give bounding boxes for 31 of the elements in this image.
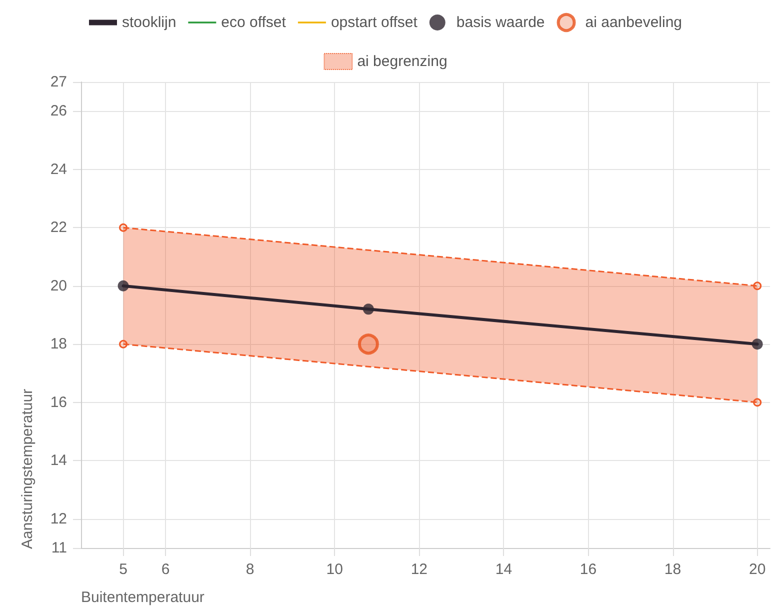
x-tick-label: 8	[246, 561, 254, 578]
legend-label: ai begrenzing	[357, 53, 448, 70]
point	[362, 304, 374, 315]
legend-label: ai aanbeveling	[585, 14, 682, 31]
x-tick-label: 10	[326, 561, 343, 578]
legend-label: eco offset	[221, 14, 287, 31]
y-tick-label: 20	[50, 277, 67, 294]
y-tick-label: 12	[50, 510, 67, 528]
y-axis-title: Aansturingstemperatuur	[19, 388, 36, 549]
point	[752, 338, 763, 350]
y-tick-label: 16	[50, 394, 67, 411]
x-axis-title: Buitentemperatuur	[81, 589, 204, 606]
x-tick-label: 16	[580, 561, 597, 578]
y-tick-label: 22	[50, 219, 67, 236]
point	[358, 334, 379, 355]
y-tick-label: 14	[50, 452, 67, 470]
legend-label: opstart offset	[330, 14, 418, 31]
x-tick-label: 6	[161, 561, 170, 578]
y-tick-label: 18	[50, 336, 67, 353]
x-tick-label: 5	[119, 561, 128, 578]
y-tick-label: 27	[50, 74, 67, 90]
x-tick-label: 14	[495, 561, 512, 578]
y-tick-label: 11	[51, 540, 67, 556]
legend-label: stooklijn	[122, 14, 176, 31]
x-tick-label: 18	[664, 561, 682, 578]
point	[118, 280, 129, 292]
y-tick-label: 26	[50, 102, 67, 120]
x-tick-label: 20	[748, 561, 766, 578]
x-tick-label: 12	[410, 561, 428, 578]
legend-label: basis waarde	[456, 14, 545, 31]
y-tick-label: 24	[50, 160, 67, 178]
